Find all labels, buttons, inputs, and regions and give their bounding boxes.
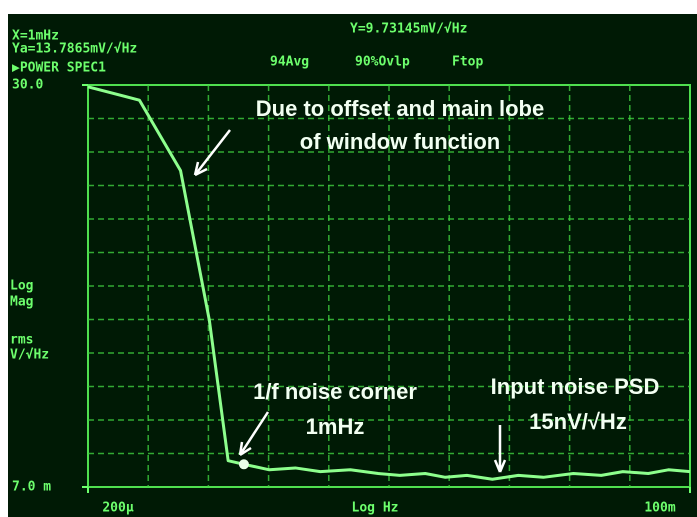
x-label: Log Hz <box>352 501 399 516</box>
screen: X=1mHz Ya=13.7865mV/√Hz Y=9.73145mV/√Hz … <box>0 0 697 517</box>
annotation: 1/f noise corner <box>253 379 417 404</box>
readout: Y=9.73145mV/√Hz <box>350 22 467 37</box>
y-tick-label: 30.0 <box>12 78 43 93</box>
readout: ▶POWER SPEC1 <box>12 61 106 76</box>
readout: Ya=13.7865mV/√Hz <box>12 42 137 57</box>
annotation: 15nV/√Hz <box>529 409 627 434</box>
annotation: Due to offset and main lobe <box>256 96 544 121</box>
y-label: V/√Hz <box>10 348 49 363</box>
readout: 94Avg <box>270 55 309 70</box>
screen-bg <box>8 14 697 517</box>
y-tick-label: 7.0 m <box>12 480 51 495</box>
x-tick-label: 100m <box>644 501 675 516</box>
y-label: rms <box>10 333 33 348</box>
annotation: 1mHz <box>306 414 365 439</box>
y-label: Mag <box>10 295 33 310</box>
readout: Ftop <box>452 55 483 70</box>
annotation: of window function <box>300 129 500 154</box>
y-label: Log <box>10 279 33 294</box>
readout: 90%Ovlp <box>355 55 410 70</box>
marker <box>239 459 249 469</box>
x-tick-label: 200μ <box>102 501 133 516</box>
annotation: Input noise PSD <box>491 374 660 399</box>
